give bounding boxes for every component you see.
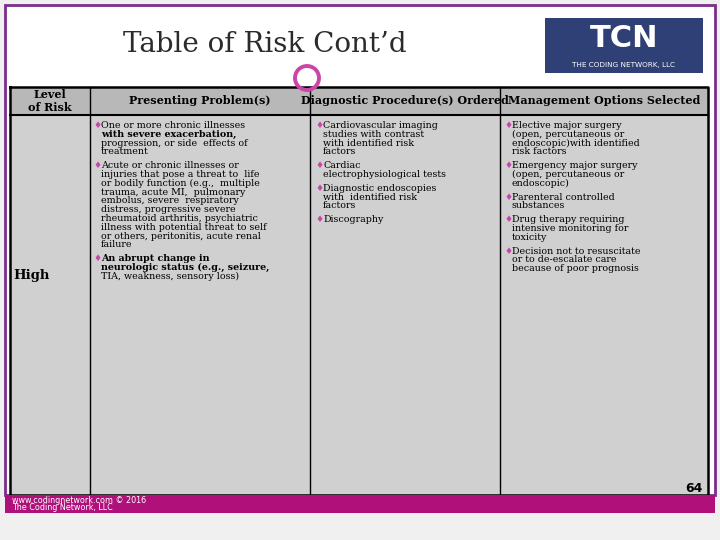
Text: endoscopic): endoscopic): [512, 179, 570, 188]
Text: www.codingnetwork.com © 2016: www.codingnetwork.com © 2016: [12, 496, 146, 505]
Text: High: High: [13, 268, 50, 281]
Bar: [5, 495, 715, 513]
Text: neurologic status (e.g., seizure,: neurologic status (e.g., seizure,: [101, 263, 269, 272]
Text: endoscopic)with identified: endoscopic)with identified: [512, 139, 640, 148]
Text: factors: factors: [323, 147, 356, 157]
Text: Drug therapy requiring: Drug therapy requiring: [512, 215, 624, 224]
Text: TCN: TCN: [590, 24, 658, 53]
Text: Presenting Problem(s): Presenting Problem(s): [130, 96, 271, 106]
Text: substances: substances: [512, 201, 565, 211]
Text: ♦: ♦: [315, 161, 323, 170]
Text: Cardiovascular imaging: Cardiovascular imaging: [323, 121, 438, 130]
Text: rheumatoid arthritis, psychiatric: rheumatoid arthritis, psychiatric: [101, 214, 258, 223]
Text: TIA, weakness, sensory loss): TIA, weakness, sensory loss): [101, 272, 239, 281]
Text: intensive monitoring for: intensive monitoring for: [512, 224, 629, 233]
Text: ♦: ♦: [315, 121, 323, 130]
Text: because of poor prognosis: because of poor prognosis: [512, 264, 639, 273]
Text: Acute or chronic illnesses or: Acute or chronic illnesses or: [101, 161, 239, 170]
Text: ♦: ♦: [504, 215, 512, 224]
Text: with  identified risk: with identified risk: [323, 193, 417, 201]
Text: Decision not to resuscitate: Decision not to resuscitate: [512, 247, 641, 255]
Text: The Coding Network, LLC: The Coding Network, LLC: [12, 503, 113, 512]
Text: or to de-escalate care: or to de-escalate care: [512, 255, 616, 265]
Text: toxicity: toxicity: [512, 233, 547, 242]
Text: failure: failure: [101, 240, 132, 249]
Text: Diagnostic endoscopies: Diagnostic endoscopies: [323, 184, 436, 193]
Text: distress, progressive severe: distress, progressive severe: [101, 205, 235, 214]
Text: embolus, severe  respiratory: embolus, severe respiratory: [101, 197, 239, 205]
Text: or bodily function (e.g.,  multiple: or bodily function (e.g., multiple: [101, 179, 260, 188]
Text: ♦: ♦: [504, 247, 512, 255]
Text: (open, percutaneous or: (open, percutaneous or: [512, 130, 624, 139]
Text: Diagnostic Procedure(s) Ordered: Diagnostic Procedure(s) Ordered: [301, 96, 509, 106]
Text: ♦: ♦: [504, 121, 512, 130]
Text: Management Options Selected: Management Options Selected: [508, 96, 700, 106]
Text: Elective major surgery: Elective major surgery: [512, 121, 621, 130]
Text: ♦: ♦: [315, 215, 323, 224]
Text: Table of Risk Cont’d: Table of Risk Cont’d: [123, 31, 407, 58]
Text: THE CODING NETWORK, LLC: THE CODING NETWORK, LLC: [572, 62, 675, 68]
Text: ♦: ♦: [504, 161, 512, 170]
Text: progression, or side  effects of: progression, or side effects of: [101, 139, 248, 147]
Text: Parenteral controlled: Parenteral controlled: [512, 193, 615, 201]
Text: ♦: ♦: [93, 121, 101, 130]
Text: injuries that pose a threat to  life: injuries that pose a threat to life: [101, 170, 259, 179]
Bar: [10, 115, 708, 495]
Text: risk factors: risk factors: [512, 147, 567, 157]
Text: studies with contrast: studies with contrast: [323, 130, 424, 139]
Text: or others, peritonitis, acute renal: or others, peritonitis, acute renal: [101, 232, 261, 241]
Text: ♦: ♦: [93, 161, 101, 170]
Text: trauma, acute MI,  pulmonary: trauma, acute MI, pulmonary: [101, 187, 246, 197]
Text: with identified risk: with identified risk: [323, 139, 414, 147]
Text: Discography: Discography: [323, 215, 383, 224]
Text: electrophysiological tests: electrophysiological tests: [323, 170, 446, 179]
Text: with severe exacerbation,: with severe exacerbation,: [101, 130, 236, 139]
Text: One or more chronic illnesses: One or more chronic illnesses: [101, 121, 245, 130]
Text: illness with potential threat to self: illness with potential threat to self: [101, 223, 266, 232]
Text: ♦: ♦: [315, 184, 323, 193]
Bar: [545, 18, 703, 73]
Text: (open, percutaneous or: (open, percutaneous or: [512, 170, 624, 179]
Text: An abrupt change in: An abrupt change in: [101, 254, 210, 263]
Text: Emergency major surgery: Emergency major surgery: [512, 161, 637, 170]
Text: ♦: ♦: [504, 193, 512, 201]
Text: Cardiac: Cardiac: [323, 161, 361, 170]
Text: factors: factors: [323, 201, 356, 211]
Text: 64: 64: [685, 482, 703, 495]
Text: ♦: ♦: [93, 254, 101, 263]
Bar: [10, 87, 708, 115]
Text: treatment: treatment: [101, 147, 149, 157]
Text: Level
of Risk: Level of Risk: [28, 89, 72, 113]
